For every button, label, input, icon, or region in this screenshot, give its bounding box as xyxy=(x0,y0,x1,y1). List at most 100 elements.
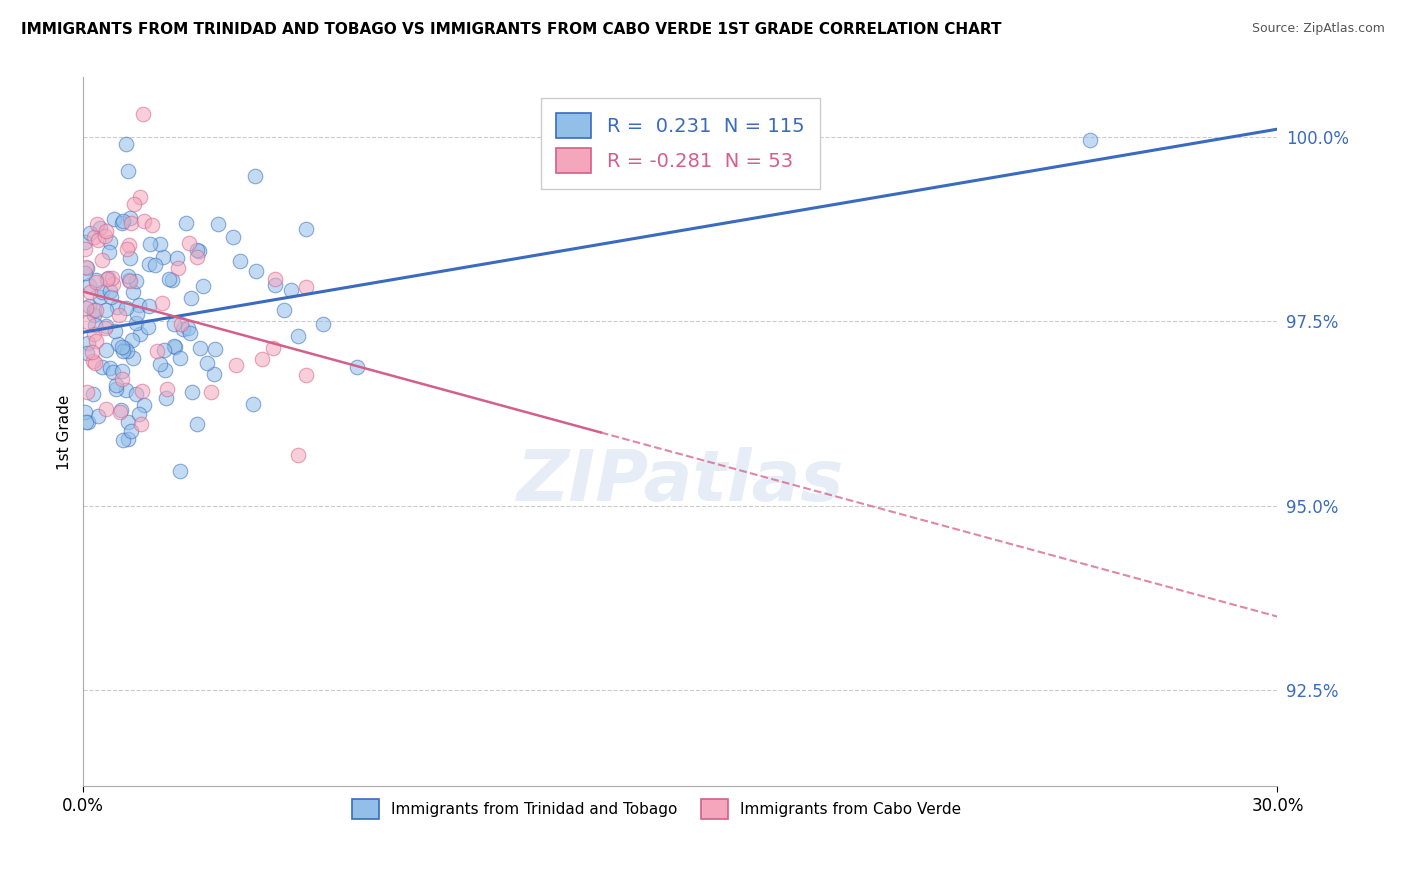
Point xyxy=(172,322,194,336)
Point xyxy=(139,237,162,252)
Point xyxy=(110,405,132,419)
Point xyxy=(118,274,141,288)
Point xyxy=(156,382,179,396)
Point xyxy=(120,216,142,230)
Point xyxy=(225,358,247,372)
Point xyxy=(76,346,98,360)
Point xyxy=(117,415,139,429)
Point xyxy=(141,218,163,232)
Point xyxy=(117,268,139,283)
Point xyxy=(228,253,250,268)
Point xyxy=(75,415,97,429)
Point xyxy=(150,296,173,310)
Point xyxy=(180,291,202,305)
Point xyxy=(122,197,145,211)
Point xyxy=(250,352,273,367)
Point xyxy=(104,324,127,338)
Point xyxy=(82,386,104,401)
Point xyxy=(145,259,167,273)
Point xyxy=(122,351,145,366)
Point xyxy=(186,417,208,431)
Point xyxy=(76,315,98,329)
Point xyxy=(121,333,143,347)
Point xyxy=(131,417,153,432)
Point xyxy=(128,407,150,421)
Point xyxy=(287,329,309,343)
Point xyxy=(187,244,209,258)
Point xyxy=(163,339,186,353)
Point xyxy=(76,261,98,276)
Point xyxy=(83,230,105,244)
Point xyxy=(117,433,139,447)
Point xyxy=(112,343,135,358)
Y-axis label: 1st Grade: 1st Grade xyxy=(58,394,72,470)
Point xyxy=(155,392,177,406)
Point xyxy=(122,285,145,299)
Point xyxy=(86,409,108,423)
Point xyxy=(117,164,139,178)
Point xyxy=(163,317,186,331)
Point xyxy=(131,384,153,398)
Point xyxy=(193,279,215,293)
Point xyxy=(118,252,141,266)
Point xyxy=(96,303,118,318)
Point xyxy=(94,319,117,334)
Point xyxy=(82,353,104,368)
Point xyxy=(295,280,318,294)
Point xyxy=(346,359,368,374)
Point xyxy=(145,344,167,359)
Point xyxy=(149,236,172,251)
Point xyxy=(111,364,134,378)
Point xyxy=(103,365,125,379)
Point xyxy=(75,301,97,315)
Point xyxy=(169,351,191,365)
Point xyxy=(101,277,124,291)
Point xyxy=(89,220,111,235)
Point xyxy=(153,343,176,357)
Point xyxy=(264,271,287,285)
Legend: Immigrants from Trinidad and Tobago, Immigrants from Cabo Verde: Immigrants from Trinidad and Tobago, Imm… xyxy=(346,793,967,825)
Point xyxy=(245,264,267,278)
Point xyxy=(242,397,264,411)
Point xyxy=(79,227,101,241)
Point xyxy=(100,289,122,303)
Point xyxy=(125,316,148,330)
Point xyxy=(94,321,117,335)
Point xyxy=(125,307,148,321)
Text: ZIPatlas: ZIPatlas xyxy=(516,447,844,516)
Point xyxy=(96,272,118,286)
Point xyxy=(83,327,105,342)
Point xyxy=(91,252,114,267)
Point xyxy=(120,424,142,438)
Point xyxy=(132,214,155,228)
Point xyxy=(287,448,309,462)
Point xyxy=(111,434,134,448)
Point xyxy=(125,274,148,288)
Point xyxy=(294,368,316,382)
Point xyxy=(84,272,107,286)
Point xyxy=(75,235,97,249)
Point xyxy=(118,238,141,252)
Point xyxy=(104,382,127,396)
Point xyxy=(84,334,107,348)
Point xyxy=(264,278,287,293)
Point xyxy=(105,300,128,314)
Point xyxy=(107,337,129,351)
Point xyxy=(98,284,121,298)
Point xyxy=(91,285,114,299)
Point xyxy=(77,278,100,293)
Point xyxy=(174,215,197,229)
Point xyxy=(114,342,136,356)
Point xyxy=(149,357,172,371)
Point xyxy=(84,356,107,370)
Point xyxy=(129,327,152,342)
Point xyxy=(204,342,226,356)
Point xyxy=(138,257,160,271)
Text: Source: ZipAtlas.com: Source: ZipAtlas.com xyxy=(1251,22,1385,36)
Point xyxy=(83,318,105,332)
Point xyxy=(105,377,128,392)
Point xyxy=(96,402,118,417)
Point xyxy=(111,216,134,230)
Point xyxy=(83,308,105,322)
Point xyxy=(77,299,100,313)
